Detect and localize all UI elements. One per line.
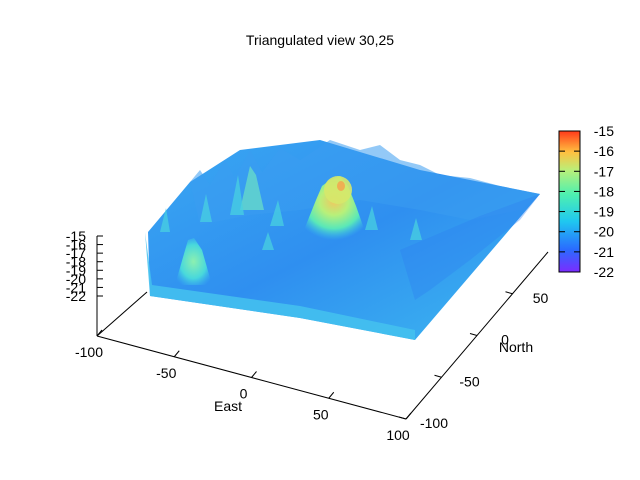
y-tick-label: -100: [420, 415, 448, 431]
surface-main-peak: [300, 176, 368, 240]
y-tick-label: 0: [501, 332, 509, 348]
z-tick-label: -21: [66, 279, 86, 295]
x-axis-title: East: [214, 398, 242, 414]
y-back-axis-line: [96, 291, 148, 337]
z-tick-label: -15: [66, 228, 86, 244]
surface-mesh: [145, 140, 540, 340]
chart-title: Triangulated view 30,25: [246, 32, 394, 48]
z-tick-label: -22: [66, 288, 86, 304]
z-tick-label: -16: [66, 237, 86, 253]
colorbar-tick-label: -18: [594, 183, 614, 199]
surface-main-peak-top: [324, 176, 352, 204]
y-tick-mark: [434, 374, 442, 378]
surface-front-skirt: [145, 232, 415, 340]
axis-frame: [96, 236, 148, 337]
y-tick-mark: [505, 291, 513, 295]
colorbar-tick-label: -22: [594, 264, 614, 280]
z-tick-label: -18: [66, 254, 86, 270]
colorbar-tick-label: -16: [594, 143, 614, 159]
colorbar-tick-label: -21: [594, 244, 614, 260]
x-axis: -100 -50 0 50 100 East: [75, 329, 412, 443]
x-tick-label: 100: [386, 427, 410, 443]
colorbar-gradient: [558, 130, 581, 273]
z-axis: -15-16-17-18-19-20-21-22: [66, 228, 103, 304]
colorbar-tick-label: -17: [594, 163, 614, 179]
x-tick-mark: [173, 350, 180, 358]
x-tick-label: 0: [240, 386, 248, 402]
z-tick-label: -20: [66, 271, 86, 287]
y-axis-title: North: [499, 339, 533, 355]
x-tick-mark: [328, 391, 335, 399]
z-tick-label: -17: [66, 245, 86, 261]
surface-mid-ridge: [240, 166, 264, 210]
colorbar: -15 -16 -17 -18 -19 -20 -21 -22: [558, 123, 614, 280]
y-axis: -100 -50 0 50 North: [398, 251, 549, 431]
x-tick-label: -100: [75, 344, 103, 360]
z-tick-label: -19: [66, 262, 86, 278]
x-tick-mark: [96, 329, 103, 337]
y-tick-label: 50: [533, 290, 549, 306]
surface-right-slope: [400, 194, 540, 300]
colorbar-tick-label: -19: [594, 204, 614, 220]
x-tick-label: 50: [313, 406, 329, 422]
x-tick-mark: [251, 371, 257, 378]
y-tick-mark: [469, 333, 478, 336]
x-tick-label: -50: [156, 365, 176, 381]
y-tick-mark: [398, 416, 407, 420]
surface-main-peak-tip: [337, 181, 345, 191]
colorbar-tick-label: -20: [594, 224, 614, 240]
y-tick-label: -50: [459, 373, 479, 389]
surface-left-ridge: [175, 238, 212, 285]
colorbar-tick-label: -15: [594, 123, 614, 139]
